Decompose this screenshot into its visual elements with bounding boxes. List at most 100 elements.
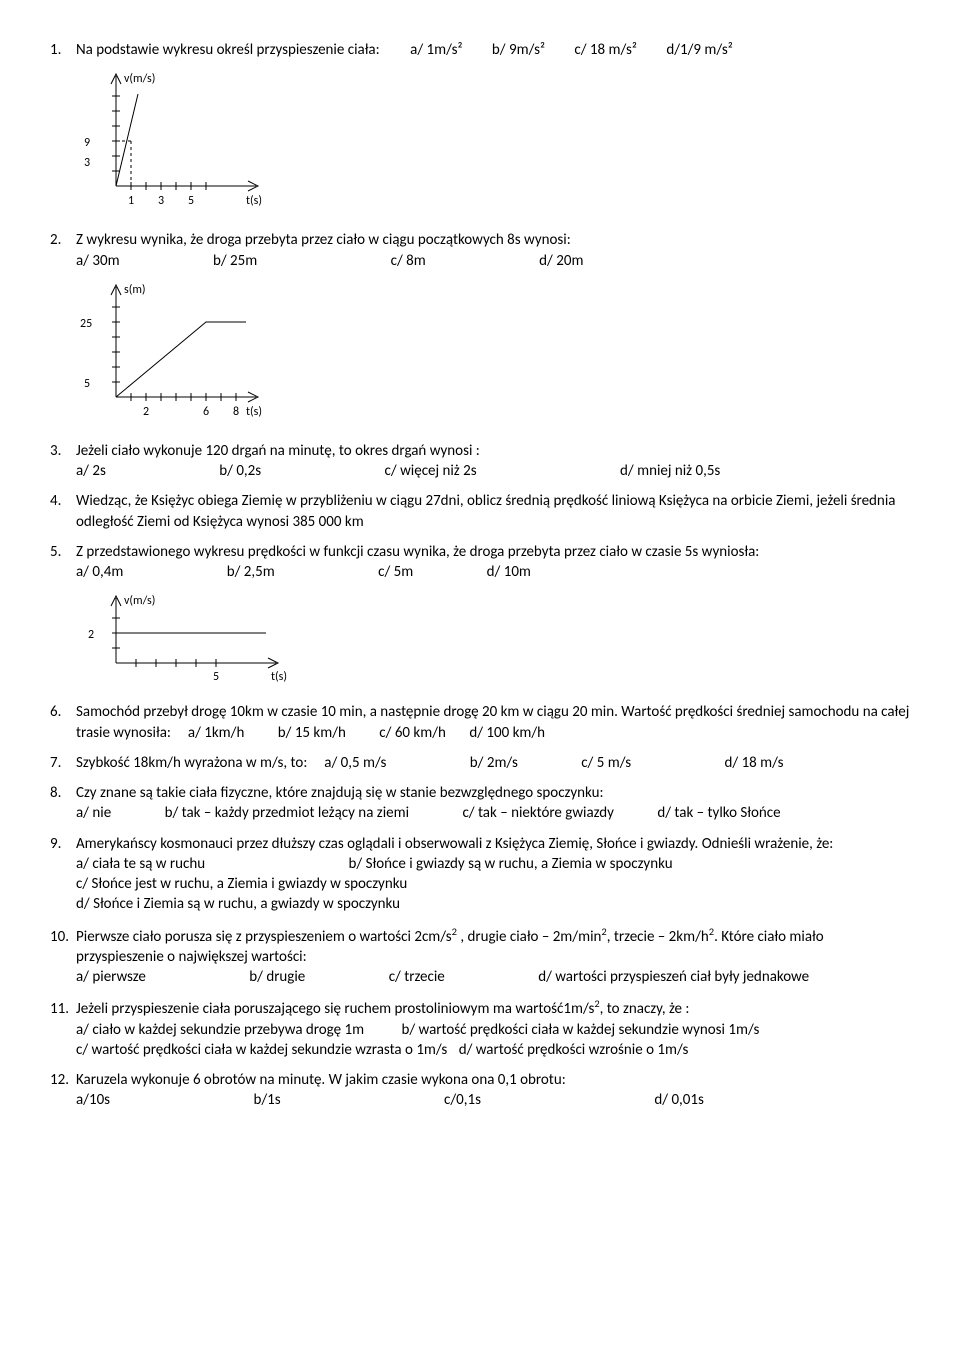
svg-text:t(s): t(s) bbox=[246, 405, 262, 419]
q3-text: Jeżeli ciało wykonuje 120 drgań na minut… bbox=[76, 441, 910, 461]
q5-opt-a: a/ 0,4m bbox=[76, 562, 123, 582]
svg-text:v(m/s): v(m/s) bbox=[124, 594, 155, 608]
chart-icon: v(m/s) t(s) 9 3 1 3 5 bbox=[76, 66, 276, 216]
q5-opt-d: d/ 10m bbox=[487, 562, 531, 582]
q6-text: Samochód przebył drogę 10km w czasie 10 … bbox=[76, 702, 910, 743]
q5-opt-b: b/ 2,5m bbox=[227, 562, 275, 582]
chart-icon: s(m) t(s) 25 5 2 6 8 bbox=[76, 277, 276, 427]
q7-opt-b: b/ 2m/s bbox=[470, 753, 518, 773]
svg-text:25: 25 bbox=[80, 317, 92, 331]
q12-opt-b: b/1s bbox=[253, 1090, 280, 1110]
svg-text:2: 2 bbox=[143, 405, 149, 419]
question-1: 1. Na podstawie wykresu określ przyspies… bbox=[50, 40, 910, 216]
q3-num: 3. bbox=[50, 441, 76, 461]
q1-opt-c: c/ 18 m/s² bbox=[574, 40, 637, 60]
q5-num: 5. bbox=[50, 542, 76, 562]
svg-text:5: 5 bbox=[188, 194, 194, 208]
question-6: 6. Samochód przebył drogę 10km w czasie … bbox=[50, 702, 910, 743]
q12-text: Karuzela wykonuje 6 obrotów na minutę. W… bbox=[76, 1070, 910, 1090]
q9-opt-d: d/ Słońce i Ziemia są w ruchu, a gwiazdy… bbox=[76, 894, 910, 914]
svg-text:5: 5 bbox=[84, 377, 90, 391]
q6-opt-d: d/ 100 km/h bbox=[469, 723, 545, 743]
q2-opt-c: c/ 8m bbox=[391, 251, 426, 271]
q12-opt-a: a/10s bbox=[76, 1090, 110, 1110]
q7-text: Szybkość 18km/h wyrażona w m/s, to: a/ 0… bbox=[76, 753, 910, 773]
q8-opt-c: c/ tak – niektóre gwiazdy bbox=[462, 803, 614, 823]
question-8: 8. Czy znane są takie ciała fizyczne, kt… bbox=[50, 783, 910, 824]
q1-num: 1. bbox=[50, 40, 76, 60]
q10-opt-d: d/ wartości przyspieszeń ciał były jedna… bbox=[538, 967, 809, 987]
q5-opt-c: c/ 5m bbox=[378, 562, 413, 582]
q11-text: Jeżeli przyspieszenie ciała poruszająceg… bbox=[76, 997, 910, 1019]
q9-opt-a: a/ ciała te są w ruchu bbox=[76, 854, 205, 874]
question-10: 10. Pierwsze ciało porusza się z przyspi… bbox=[50, 925, 910, 988]
q6-opt-a: a/ 1km/h bbox=[188, 723, 244, 743]
q11-opt-a: a/ ciało w każdej sekundzie przebywa dro… bbox=[76, 1020, 364, 1040]
q12-num: 12. bbox=[50, 1070, 76, 1090]
q8-opt-a: a/ nie bbox=[76, 803, 111, 823]
q10-opt-a: a/ pierwsze bbox=[76, 967, 146, 987]
q9-opt-c: c/ Słońce jest w ruchu, a Ziemia i gwiaz… bbox=[76, 874, 910, 894]
q10-num: 10. bbox=[50, 927, 76, 947]
chart-icon: v(m/s) t(s) 2 5 bbox=[76, 588, 296, 688]
svg-text:6: 6 bbox=[203, 405, 209, 419]
q11-opt-b: b/ wartość prędkości ciała w każdej seku… bbox=[401, 1020, 759, 1040]
q4-text: Wiedząc, że Księżyc obiega Ziemię w przy… bbox=[76, 491, 910, 532]
svg-text:s(m): s(m) bbox=[124, 283, 146, 297]
question-4: 4. Wiedząc, że Księżyc obiega Ziemię w p… bbox=[50, 491, 910, 532]
q7-num: 7. bbox=[50, 753, 76, 773]
question-7: 7. Szybkość 18km/h wyrażona w m/s, to: a… bbox=[50, 753, 910, 773]
q2-num: 2. bbox=[50, 230, 76, 250]
svg-text:8: 8 bbox=[233, 405, 239, 419]
q8-opt-d: d/ tak – tylko Słońce bbox=[657, 803, 780, 823]
svg-text:1: 1 bbox=[128, 194, 134, 208]
question-3: 3. Jeżeli ciało wykonuje 120 drgań na mi… bbox=[50, 441, 910, 482]
q6-opt-c: c/ 60 km/h bbox=[379, 723, 446, 743]
q10-text: Pierwsze ciało porusza się z przyspiesze… bbox=[76, 925, 910, 968]
q12-opt-d: d/ 0,01s bbox=[654, 1090, 703, 1110]
q1-opt-d: d/1/9 m/s² bbox=[666, 40, 732, 60]
q12-opt-c: c/0,1s bbox=[444, 1090, 481, 1110]
svg-text:9: 9 bbox=[84, 136, 90, 150]
svg-text:5: 5 bbox=[213, 670, 219, 684]
q5-chart: v(m/s) t(s) 2 5 bbox=[76, 588, 910, 688]
q3-opt-d: d/ mniej niż 0,5s bbox=[620, 461, 720, 481]
question-2: 2. Z wykresu wynika, że droga przebyta p… bbox=[50, 230, 910, 427]
q2-opt-b: b/ 25m bbox=[213, 251, 257, 271]
q3-opt-c: c/ więcej niż 2s bbox=[385, 461, 477, 481]
q5-text: Z przedstawionego wykresu prędkości w fu… bbox=[76, 542, 910, 583]
q11-num: 11. bbox=[50, 999, 76, 1019]
svg-text:2: 2 bbox=[88, 628, 94, 642]
question-12: 12. Karuzela wykonuje 6 obrotów na minut… bbox=[50, 1070, 910, 1111]
q2-chart: s(m) t(s) 25 5 2 6 8 bbox=[76, 277, 910, 427]
q8-opt-b: b/ tak – każdy przedmiot leżący na ziemi bbox=[165, 803, 409, 823]
svg-text:v(m/s): v(m/s) bbox=[124, 72, 155, 86]
q1-opt-b: b/ 9m/s² bbox=[492, 40, 545, 60]
question-11: 11. Jeżeli przyspieszenie ciała poruszaj… bbox=[50, 997, 910, 1060]
q1-text: Na podstawie wykresu określ przyspieszen… bbox=[76, 40, 910, 60]
q10-opt-b: b/ drugie bbox=[249, 967, 305, 987]
svg-text:t(s): t(s) bbox=[271, 670, 287, 684]
q2-opt-a: a/ 30m bbox=[76, 251, 120, 271]
q1-chart: v(m/s) t(s) 9 3 1 3 5 bbox=[76, 66, 910, 216]
q8-num: 8. bbox=[50, 783, 76, 803]
q11-opt-c: c/ wartość prędkości ciała w każdej seku… bbox=[76, 1040, 447, 1060]
q2-text: Z wykresu wynika, że droga przebyta prze… bbox=[76, 230, 910, 250]
q2-opt-d: d/ 20m bbox=[539, 251, 583, 271]
question-5: 5. Z przedstawionego wykresu prędkości w… bbox=[50, 542, 910, 689]
q3-opt-a: a/ 2s bbox=[76, 461, 106, 481]
q7-opt-a: a/ 0,5 m/s bbox=[324, 753, 386, 773]
q6-num: 6. bbox=[50, 702, 76, 722]
svg-text:3: 3 bbox=[84, 156, 90, 170]
svg-text:3: 3 bbox=[158, 194, 164, 208]
q11-opt-d: d/ wartość prędkości wzrośnie o 1m/s bbox=[459, 1040, 689, 1060]
q1-opt-a: a/ 1m/s² bbox=[410, 40, 462, 60]
question-9: 9. Amerykańscy kosmonauci przez dłuższy … bbox=[50, 834, 910, 915]
q4-num: 4. bbox=[50, 491, 76, 511]
q10-opt-c: c/ trzecie bbox=[389, 967, 445, 987]
q6-opt-b: b/ 15 km/h bbox=[278, 723, 346, 743]
q9-opt-b: b/ Słońce i gwiazdy są w ruchu, a Ziemia… bbox=[349, 854, 673, 874]
svg-text:t(s): t(s) bbox=[246, 194, 262, 208]
q9-text: Amerykańscy kosmonauci przez dłuższy cza… bbox=[76, 834, 910, 854]
q9-num: 9. bbox=[50, 834, 76, 854]
